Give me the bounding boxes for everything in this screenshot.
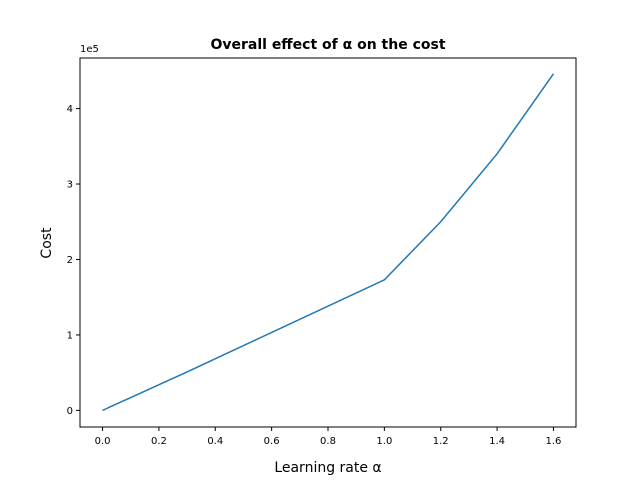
- x-tick-label: 1.4: [489, 436, 505, 447]
- x-tick-label: 0.2: [151, 436, 167, 447]
- x-tick-label: 0.4: [207, 436, 223, 447]
- x-axis-label: Learning rate α: [274, 460, 381, 476]
- x-axis: 0.0 0.2 0.4 0.6 0.8 1.0 1.2 1.4 1.6: [95, 427, 562, 447]
- y-tick-label: 0: [67, 406, 73, 417]
- x-tick-label: 1.0: [376, 436, 392, 447]
- x-tick-label: 0.0: [95, 436, 111, 447]
- series-line: [102, 73, 555, 411]
- y-tick-label: 4: [67, 104, 73, 115]
- y-axis-label: Cost: [39, 227, 55, 259]
- plot-area: [79, 57, 577, 428]
- y-tick-label: 3: [67, 180, 73, 191]
- y-axis: 0 1 2 3 4: [67, 104, 80, 417]
- x-tick-label: 1.2: [433, 436, 449, 447]
- x-tick-label: 1.6: [546, 436, 562, 447]
- series-layer: [102, 73, 555, 411]
- x-tick-label: 0.8: [320, 436, 336, 447]
- y-offset-label: 1e5: [80, 44, 99, 55]
- y-tick-label: 2: [67, 255, 73, 266]
- chart-title: Overall effect of α on the cost: [210, 37, 445, 53]
- x-tick-label: 0.6: [264, 436, 280, 447]
- axes-frame: [79, 57, 577, 428]
- y-tick-label: 1: [67, 330, 73, 341]
